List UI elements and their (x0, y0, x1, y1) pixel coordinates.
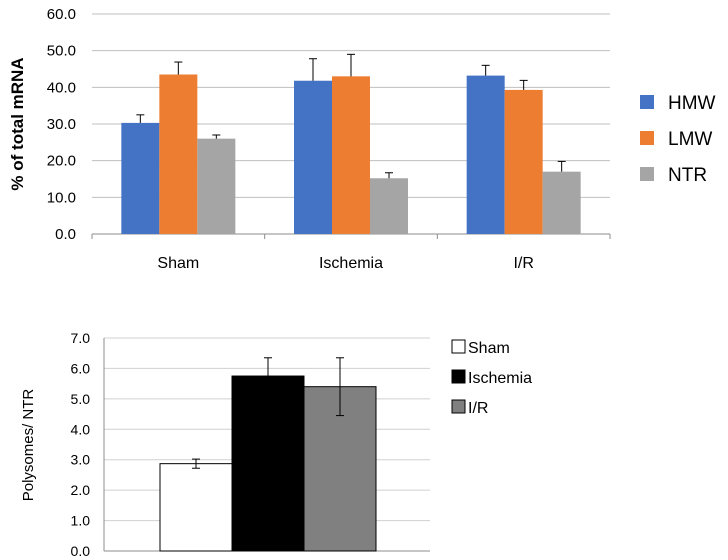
chart-1-y-tick-labels: 0.0 10.0 20.0 30.0 40.0 50.0 60.0 (47, 6, 76, 243)
chart-1: 0.0 10.0 20.0 30.0 40.0 50.0 60.0 Sham Ischemia… (8, 6, 716, 272)
chart-2-legend: Sham Ischemia I/R (451, 339, 532, 417)
chart-1-y-tick-label: 40.0 (47, 79, 76, 96)
chart-2: 0.01.02.03.04.05.06.07.0 Polysomes/ NTR … (20, 330, 532, 559)
chart-2-y-axis-label: Polysomes/ NTR (20, 389, 37, 502)
chart-2-legend-swatch (451, 339, 466, 354)
chart-1-x-tick-label: Ischemia (319, 255, 383, 272)
chart-1-y-tick-label: 0.0 (55, 226, 76, 243)
chart-2-y-tick-label: 2.0 (71, 482, 91, 498)
chart-1-bar-lmw (504, 89, 543, 235)
chart-1-legend-label: NTR (668, 165, 707, 186)
chart-1-bar-hmw (294, 80, 332, 234)
chart-1-y-tick-label: 10.0 (47, 189, 76, 206)
chart-1-y-tick-label: 20.0 (47, 153, 76, 170)
chart-2-y-tick-label: 3.0 (71, 452, 91, 468)
chart-2-legend-label: I/R (468, 400, 488, 417)
chart-1-error-bars (136, 53, 566, 179)
chart-1-y-tick-label: 50.0 (47, 43, 76, 60)
chart-2-y-tick-label: 0.0 (71, 543, 91, 559)
chart-2-y-tick-label: 7.0 (71, 330, 91, 346)
chart-2-y-tick-label: 6.0 (71, 360, 91, 376)
chart-1-x-tick-labels: Sham Ischemia I/R (157, 255, 533, 272)
chart-1-bar-lmw (332, 76, 370, 234)
chart-2-bar-ischemia (231, 375, 305, 552)
chart-1-bar-lmw (159, 74, 198, 234)
chart-1-bar-ntr (197, 138, 236, 234)
chart-2-y-tick-label: 4.0 (71, 421, 91, 437)
chart-1-bar-ntr (542, 171, 581, 234)
chart-2-legend-label: Ischemia (468, 370, 532, 387)
chart-1-bar-hmw (466, 75, 505, 234)
chart-2-bars (159, 375, 377, 552)
chart-1-legend-label: HMW (668, 93, 716, 114)
chart-1-y-tick-label: 60.0 (47, 6, 76, 23)
chart-2-y-tick-label: 5.0 (71, 391, 91, 407)
chart-2-legend-label: Sham (468, 340, 510, 357)
chart-1-y-axis-label: % of total mRNA (8, 57, 27, 190)
chart-1-x-tick-label: I/R (513, 255, 533, 272)
chart-1-x-tick-label: Sham (157, 255, 199, 272)
chart-2-y-tick-label: 1.0 (71, 513, 91, 529)
chart-2-error-bars (192, 357, 344, 469)
chart-2-bar-sham (159, 463, 233, 552)
chart-1-legend-label: LMW (668, 129, 712, 150)
chart-1-legend-swatch (640, 131, 654, 145)
chart-1-legend-swatch (640, 167, 654, 181)
chart-2-y-tick-labels: 0.0 1.0 2.0 3.0 4.0 5.0 6.0 7.0 (71, 330, 91, 559)
chart-1-bar-hmw (121, 122, 160, 234)
chart-1-bar-ntr (370, 178, 408, 234)
chart-1-bars (121, 74, 581, 235)
chart-1-y-tick-label: 30.0 (47, 116, 76, 133)
chart-1-legend: HMW LMW NTR (640, 93, 716, 186)
chart-2-legend-swatch (451, 369, 466, 384)
chart-1-legend-swatch (640, 95, 654, 109)
chart-2-legend-swatch (451, 399, 466, 414)
